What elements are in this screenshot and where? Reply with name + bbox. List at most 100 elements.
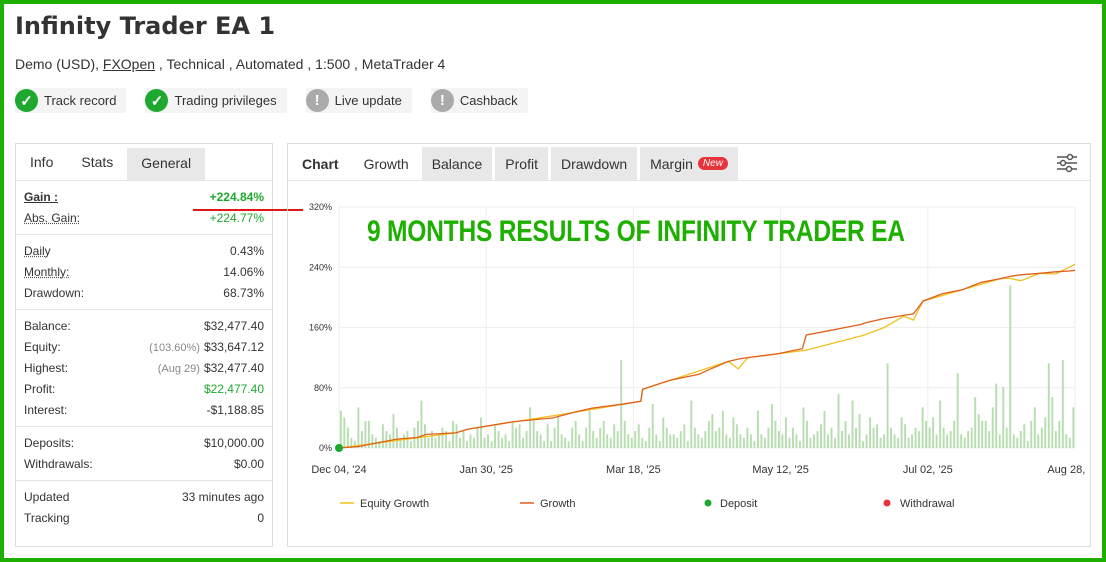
- activity-bar: [834, 437, 836, 448]
- chart-settings-icon[interactable]: [1056, 152, 1078, 174]
- activity-bar: [946, 434, 949, 448]
- activity-bar: [497, 431, 500, 448]
- activity-bar: [567, 441, 570, 448]
- activity-bar: [445, 431, 447, 448]
- activity-bar: [935, 434, 938, 448]
- balance-group: Balance: $32,477.40 Equity: (103.60%) $33…: [16, 310, 272, 427]
- activity-bar: [830, 427, 833, 448]
- activity-bar: [462, 431, 465, 448]
- activity-bar: [900, 417, 903, 448]
- activity-bar: [893, 434, 896, 448]
- activity-bar: [487, 434, 490, 448]
- legend-equity-growth[interactable]: Equity Growth: [340, 498, 429, 510]
- chart-heading: Chart: [302, 155, 339, 172]
- activity-bar: [536, 431, 539, 448]
- verification-badges: ✓ Track record ✓ Trading privileges ! Li…: [15, 88, 528, 113]
- activity-bar: [353, 441, 356, 448]
- legend-growth-label: Growth: [540, 498, 575, 510]
- activity-bar: [529, 407, 532, 448]
- x-tick-label: Dec 04, '24: [311, 464, 366, 476]
- stat-gain: Gain : +224.84%: [24, 186, 264, 207]
- y-tick-label: 0%: [319, 443, 332, 453]
- activity-bar: [350, 437, 353, 448]
- badge-trading-privileges[interactable]: ✓ Trading privileges: [145, 88, 287, 113]
- legend-deposit[interactable]: Deposit: [704, 498, 758, 510]
- activity-bar: [525, 431, 528, 448]
- stat-label[interactable]: Abs. Gain:: [24, 210, 81, 225]
- stat-value: $32,477.40: [203, 318, 264, 333]
- equity-growth-line: [338, 263, 1076, 449]
- activity-bar: [371, 434, 374, 448]
- chart-bars: [339, 285, 1075, 448]
- y-tick-label: 240%: [309, 262, 332, 272]
- activity-bar: [546, 424, 549, 448]
- tracking-group: Updated 33 minutes ago Tracking 0: [16, 481, 272, 534]
- activity-bar: [918, 431, 921, 448]
- legend-deposit-dot: [704, 499, 712, 507]
- activity-bar: [791, 427, 794, 448]
- activity-bar: [728, 437, 731, 448]
- broker-link[interactable]: FXOpen: [102, 56, 156, 72]
- stat-value: $22,477.40: [203, 381, 264, 396]
- exclamation-icon: !: [305, 89, 329, 112]
- activity-bar: [473, 437, 475, 448]
- activity-bar: [756, 410, 759, 448]
- activity-bar: [613, 424, 616, 448]
- activity-bar: [532, 420, 535, 448]
- x-axis-labels: Dec 04, '24 Jan 30, '25 Mar 18, '25 May 12,…: [311, 464, 1087, 476]
- stat-value: 0: [257, 510, 264, 525]
- activity-bar: [634, 431, 637, 448]
- activity-bar: [501, 437, 504, 448]
- exclamation-icon: !: [430, 89, 454, 112]
- tab-info[interactable]: Info: [30, 154, 54, 170]
- stat-label[interactable]: Monthly:: [24, 264, 70, 279]
- activity-bar: [686, 441, 689, 448]
- tab-balance[interactable]: Balance: [421, 147, 493, 180]
- activity-bar: [676, 437, 679, 448]
- activity-bar: [630, 437, 633, 448]
- legend-growth[interactable]: Growth: [520, 498, 575, 510]
- activity-bar: [848, 434, 850, 448]
- activity-bar: [953, 420, 956, 448]
- stat-label: Highest:: [24, 360, 69, 375]
- chart-tabs: Chart Growth Balance Profit Drawdown Mar…: [288, 144, 1090, 181]
- stat-label[interactable]: Daily: [24, 243, 51, 258]
- activity-bar: [651, 403, 654, 448]
- activity-bar: [1037, 434, 1040, 448]
- activity-bar: [518, 424, 521, 448]
- stat-label[interactable]: Gain :: [24, 189, 59, 204]
- activity-bar: [595, 437, 598, 448]
- activity-bar: [865, 434, 868, 448]
- tab-profit[interactable]: Profit: [495, 147, 548, 180]
- stats-panel: Info Stats General Gain : +224.84% Abs. …: [15, 143, 273, 547]
- activity-bar: [504, 434, 507, 448]
- tab-drawdown[interactable]: Drawdown: [550, 147, 638, 180]
- badge-track-record[interactable]: ✓ Track record: [15, 88, 127, 113]
- badge-live-update[interactable]: ! Live update: [305, 88, 412, 113]
- activity-bar: [459, 437, 461, 448]
- legend-withdrawal[interactable]: Withdrawal: [883, 498, 955, 510]
- tab-margin-label: Margin: [650, 155, 693, 172]
- activity-bar: [641, 437, 644, 448]
- activity-bar: [1051, 397, 1054, 448]
- tab-growth[interactable]: Growth: [353, 147, 419, 180]
- stat-tracking: Tracking 0: [24, 507, 264, 528]
- stat-daily: Daily 0.43%: [24, 240, 264, 261]
- activity-bar: [984, 420, 987, 448]
- growth-chart[interactable]: 0% 80% 160% 240% 320% Dec 04, '24 Jan 30, '25…: [297, 190, 1087, 490]
- activity-bar: [543, 441, 546, 448]
- activity-bar: [367, 420, 370, 448]
- activity-bar: [416, 420, 419, 448]
- activity-bar: [423, 424, 426, 448]
- activity-bar: [897, 437, 900, 448]
- badge-cashback[interactable]: ! Cashback: [430, 88, 528, 113]
- activity-bar: [574, 420, 577, 448]
- activity-bar: [434, 437, 437, 448]
- x-tick-label: Jul 02, '25: [903, 464, 953, 476]
- tab-margin[interactable]: Margin New: [640, 147, 738, 180]
- tab-stats[interactable]: Stats: [67, 144, 128, 180]
- activity-bar: [438, 434, 440, 448]
- tab-general[interactable]: General: [127, 148, 206, 180]
- activity-bar: [749, 434, 752, 448]
